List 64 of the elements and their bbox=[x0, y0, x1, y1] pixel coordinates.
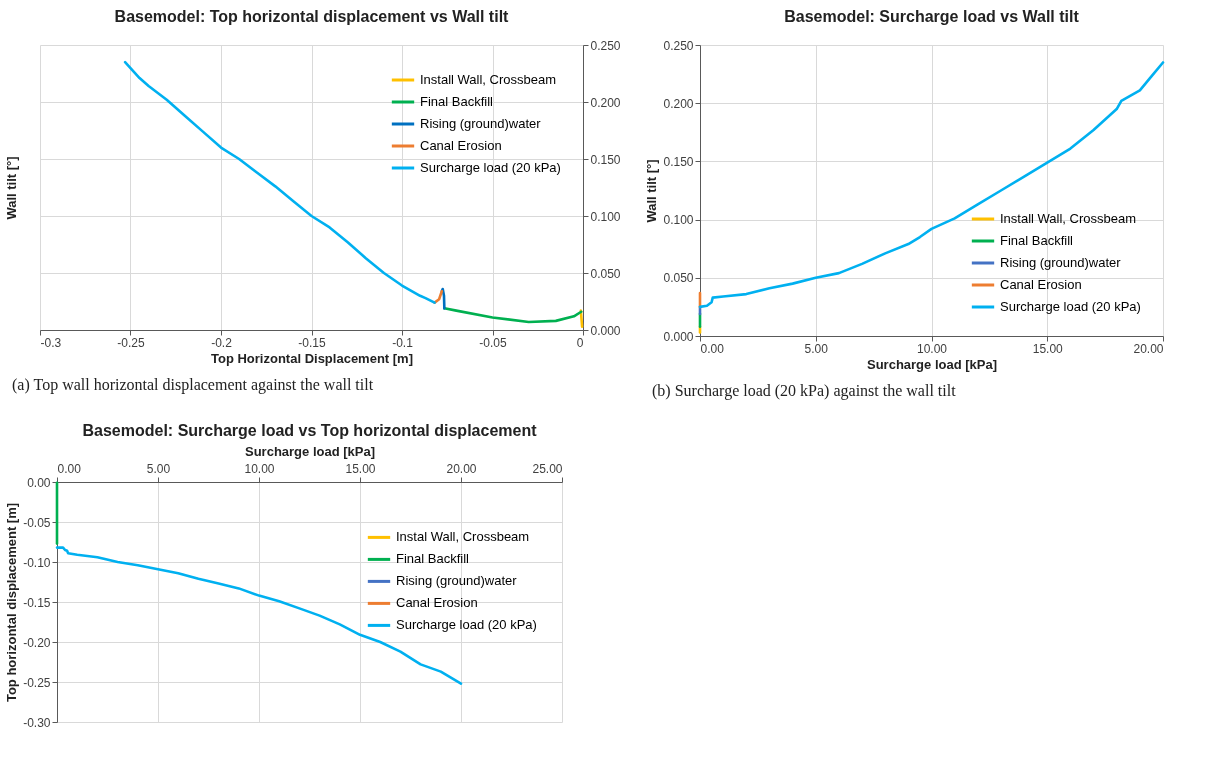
chart-title: Basemodel: Surcharge load vs Top horizontal displacement bbox=[82, 422, 538, 439]
x-tick-label: 20.00 bbox=[1133, 341, 1164, 356]
legend-label: Canal Erosion bbox=[396, 595, 478, 611]
y-tick-label: -0.10 bbox=[23, 555, 51, 570]
y2-tick-label: 0.000 bbox=[590, 323, 621, 338]
x-tick-label: 10.00 bbox=[244, 461, 275, 476]
x-tick-label: 0.00 bbox=[700, 341, 725, 356]
x-tick-label: 5.00 bbox=[804, 341, 829, 356]
x-tick-label: -0.3 bbox=[40, 335, 62, 350]
y-tick-label: 0.250 bbox=[663, 38, 694, 53]
x-tick-label: -0.05 bbox=[479, 335, 507, 350]
legend-label: Rising (ground)water bbox=[1000, 255, 1122, 270]
x-tick-label: 25.00 bbox=[532, 461, 563, 476]
text: (a) Top wall horizontal displacement against the wall tilt bbox=[12, 376, 375, 394]
y-tick-label: 0.00 bbox=[27, 475, 51, 490]
legend-label: Surcharge load (20 kPa) bbox=[420, 160, 561, 175]
x-tick-label: 15.00 bbox=[345, 461, 376, 476]
y-tick-label: 0.100 bbox=[663, 213, 694, 228]
y-tick-label: 0.000 bbox=[663, 329, 694, 344]
y2-tick-label: 0.200 bbox=[590, 95, 621, 110]
y2-tick-label: 0.250 bbox=[590, 38, 621, 53]
legend-label: Surcharge load (20 kPa) bbox=[1000, 299, 1141, 314]
legend-label: Surcharge load (20 kPa) bbox=[396, 617, 537, 633]
y-tick-label: 0.200 bbox=[663, 96, 694, 111]
legend-label: Final Backfill bbox=[1000, 233, 1074, 248]
x-tick-label: -0.1 bbox=[392, 335, 414, 350]
y-axis-title: Top horizontal displacement [m] bbox=[4, 502, 20, 703]
y-tick-label: -0.05 bbox=[23, 515, 51, 530]
legend-label: Install Wall, Crossbeam bbox=[420, 72, 557, 87]
y-tick-label: -0.30 bbox=[23, 715, 51, 730]
x-tick-label: 15.00 bbox=[1032, 341, 1064, 356]
x-tick-label: 10.00 bbox=[916, 341, 948, 356]
y2-tick-label: 0.050 bbox=[590, 266, 621, 281]
text: (b) Surcharge load (20 kPa) against the wall tilt bbox=[652, 382, 957, 400]
x-tick-label: 0.00 bbox=[57, 461, 82, 476]
y-tick-label: -0.20 bbox=[23, 635, 51, 650]
y-tick-label: -0.15 bbox=[23, 595, 51, 610]
legend-label: Install Wall, Crossbeam bbox=[1000, 211, 1137, 226]
chart-title: Basemodel: Surcharge load vs Wall tilt bbox=[784, 8, 1080, 25]
chart-title: Basemodel: Top horizontal displacement vs Wall tilt bbox=[114, 8, 510, 25]
legend-label: Rising (ground)water bbox=[420, 116, 542, 131]
x-tick-label: 5.00 bbox=[146, 461, 171, 476]
y2-tick-label: 0.150 bbox=[590, 152, 621, 167]
y-axis-title: Wall tilt [°] bbox=[644, 159, 660, 223]
x-tick-label: -0.2 bbox=[211, 335, 233, 350]
y-tick-label: -0.25 bbox=[23, 675, 51, 690]
legend-label: Canal Erosion bbox=[1000, 277, 1082, 292]
y2-axis-title: Wall tilt [°] bbox=[3, 156, 19, 220]
y-tick-label: 0.050 bbox=[663, 271, 694, 286]
legend-label: Rising (ground)water bbox=[396, 573, 518, 589]
x-tick-label: -0.15 bbox=[298, 335, 326, 350]
y-tick-label: 0.150 bbox=[663, 154, 694, 169]
line-series bbox=[443, 307, 583, 324]
x-tick-label: -0.25 bbox=[117, 335, 145, 350]
legend-label: Final Backfill bbox=[396, 551, 470, 567]
x-axis-title: Surcharge load [kPa] bbox=[244, 443, 376, 459]
legend-label: Canal Erosion bbox=[420, 138, 502, 153]
y2-tick-label: 0.100 bbox=[590, 209, 621, 224]
x-axis-title: Top Horizontal Displacement [m] bbox=[211, 350, 413, 366]
x-axis-title: Surcharge load [kPa] bbox=[866, 356, 998, 372]
x-tick-label: 0 bbox=[576, 335, 584, 350]
legend-label: Final Backfill bbox=[420, 94, 494, 109]
x-tick-label: 20.00 bbox=[446, 461, 477, 476]
legend-label: Instal Wall, Crossbeam bbox=[396, 529, 530, 545]
